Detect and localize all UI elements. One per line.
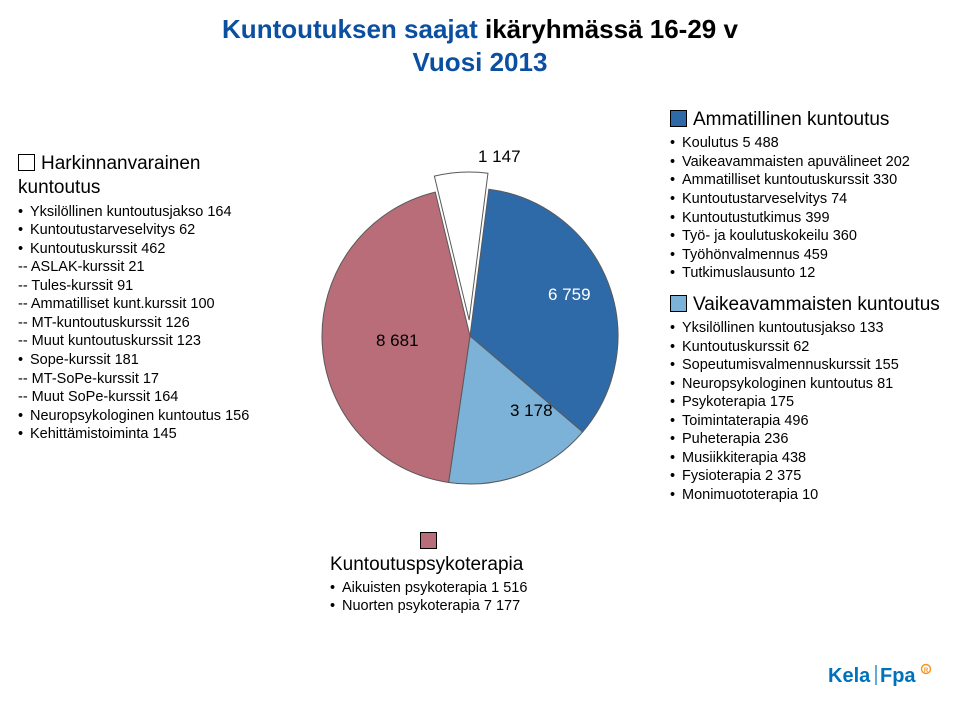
- right-heading-vaikeavammaisten: Vaikeavammaisten kuntoutus: [693, 294, 940, 315]
- list-item: -- ASLAK-kurssit 21: [18, 258, 288, 277]
- list-item: -- Muut kuntoutuskurssit 123: [18, 332, 288, 351]
- list-item: Kehittämistoiminta 145: [18, 425, 288, 444]
- kela-fpa-logo: Kela Fpa R: [828, 663, 938, 687]
- list-item: Monimuototerapia 10: [670, 486, 942, 505]
- list-item: Aikuisten psykoterapia 1 516: [330, 579, 610, 598]
- pie-chart: 1 147 6 759 3 178 8 681: [300, 126, 640, 506]
- pie-slice-label: 1 147: [478, 147, 521, 166]
- list-item: Fysioterapia 2 375: [670, 467, 942, 486]
- list-item: -- MT-kuntoutuskurssit 126: [18, 314, 288, 333]
- right-heading-ammatillinen: Ammatillinen kuntoutus: [693, 109, 889, 130]
- list-item: Nuorten psykoterapia 7 177: [330, 597, 610, 616]
- list-item: Psykoterapia 175: [670, 393, 942, 412]
- bottom-column-psykoterapia: Kuntoutuspsykoterapia Aikuisten psykoter…: [330, 532, 610, 616]
- list-item: Sopeutumisvalmennuskurssit 155: [670, 356, 942, 375]
- legend-swatch-harkinnanvarainen: [18, 154, 35, 171]
- list-item: Kuntoutuskurssit 62: [670, 338, 942, 357]
- svg-text:R: R: [924, 668, 929, 674]
- pie-slice-label: 6 759: [548, 285, 591, 304]
- legend-swatch-ammatillinen: [670, 110, 687, 127]
- title-line2: Vuosi 2013: [0, 47, 960, 78]
- svg-text:Fpa: Fpa: [880, 665, 916, 687]
- slide: Kuntoutuksen saajat ikäryhmässä 16-29 v …: [0, 0, 960, 701]
- list-item: Kuntoutuskurssit 462: [18, 240, 288, 259]
- pie-slice-label: 3 178: [510, 401, 553, 420]
- list-item: Ammatilliset kuntoutuskurssit 330: [670, 171, 942, 190]
- pie-slice-label: 8 681: [376, 331, 419, 350]
- list-item: Kuntoutustarveselvitys 62: [18, 221, 288, 240]
- list-item: -- Tules-kurssit 91: [18, 277, 288, 296]
- list-item: -- MT-SoPe-kurssit 17: [18, 370, 288, 389]
- legend-swatch-vaikeavammaisten: [670, 295, 687, 312]
- legend-swatch-psykoterapia: [420, 532, 437, 549]
- list-item: Sope-kurssit 181: [18, 351, 288, 370]
- list-item: Tutkimuslausunto 12: [670, 264, 942, 283]
- list-item: Neuropsykologinen kuntoutus 156: [18, 407, 288, 426]
- list-item: Puheterapia 236: [670, 430, 942, 449]
- list-item: Työhönvalmennus 459: [670, 246, 942, 265]
- left-heading: Harkinnanvarainen kuntoutus: [18, 153, 201, 198]
- title-part-a: Kuntoutuksen saajat: [222, 14, 478, 44]
- list-item: Neuropsykologinen kuntoutus 81: [670, 375, 942, 394]
- list-item: Yksilöllinen kuntoutusjakso 164: [18, 203, 288, 222]
- list-item: -- Muut SoPe-kurssit 164: [18, 388, 288, 407]
- list-item: Työ- ja koulutuskokeilu 360: [670, 227, 942, 246]
- list-item: Musiikkiterapia 438: [670, 449, 942, 468]
- list-item: Koulutus 5 488: [670, 134, 942, 153]
- title-part-b: ikäryhmässä 16-29 v: [478, 14, 738, 44]
- list-item: Yksilöllinen kuntoutusjakso 133: [670, 319, 942, 338]
- bottom-heading: Kuntoutuspsykoterapia: [330, 553, 610, 577]
- list-item: Toimintaterapia 496: [670, 412, 942, 431]
- right-column: Ammatillinen kuntoutus Koulutus 5 488Vai…: [670, 108, 942, 504]
- list-item: Vaikeavammaisten apuvälineet 202: [670, 153, 942, 172]
- svg-text:Kela: Kela: [828, 665, 871, 687]
- list-item: Kuntoutustarveselvitys 74: [670, 190, 942, 209]
- left-column-harkinnanvarainen: Harkinnanvarainen kuntoutus Yksilöllinen…: [18, 152, 288, 444]
- list-item: -- Ammatilliset kunt.kurssit 100: [18, 295, 288, 314]
- page-title: Kuntoutuksen saajat ikäryhmässä 16-29 v …: [0, 14, 960, 78]
- list-item: Kuntoutustutkimus 399: [670, 209, 942, 228]
